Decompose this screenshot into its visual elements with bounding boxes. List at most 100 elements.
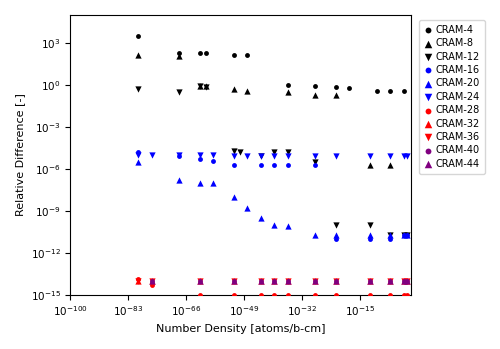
CRAM-40 [230,278,237,284]
CRAM-28 [403,292,411,298]
CRAM-28 [284,292,292,298]
CRAM-20 [209,180,217,186]
CRAM-16 [230,162,237,168]
CRAM-24 [257,154,265,159]
CRAM-24 [400,154,408,159]
CRAM-16 [196,156,203,162]
CRAM-16 [386,236,394,242]
CRAM-8 [230,87,237,92]
CRAM-20 [386,232,394,238]
CRAM-24 [134,152,142,158]
CRAM-40 [257,278,265,284]
CRAM-24 [312,154,320,159]
CRAM-4 [284,82,292,88]
CRAM-20 [403,232,411,238]
CRAM-44 [284,278,292,284]
CRAM-12 [366,222,374,228]
CRAM-44 [230,278,237,284]
CRAM-36 [134,278,142,284]
CRAM-28 [196,292,203,298]
CRAM-44 [366,278,374,284]
CRAM-12 [284,150,292,155]
CRAM-20 [243,206,251,211]
CRAM-28 [366,292,374,298]
CRAM-40 [284,278,292,284]
CRAM-44 [270,278,278,284]
CRAM-16 [175,154,183,159]
CRAM-36 [270,278,278,284]
CRAM-40 [366,278,374,284]
CRAM-4 [372,88,380,93]
CRAM-44 [403,278,411,284]
CRAM-4 [243,52,251,57]
CRAM-40 [332,278,340,284]
CRAM-40 [148,278,156,284]
CRAM-8 [243,88,251,93]
CRAM-28 [312,292,320,298]
CRAM-4 [230,52,237,57]
CRAM-12 [257,154,265,159]
CRAM-8 [366,162,374,168]
CRAM-8 [332,92,340,98]
CRAM-12 [386,232,394,238]
CRAM-4 [346,85,354,91]
CRAM-4 [175,50,183,55]
CRAM-36 [230,278,237,284]
CRAM-28 [332,292,340,298]
CRAM-32 [366,278,374,284]
CRAM-40 [403,278,411,284]
Legend: CRAM-4, CRAM-8, CRAM-12, CRAM-16, CRAM-20, CRAM-24, CRAM-28, CRAM-32, CRAM-36, C: CRAM-4, CRAM-8, CRAM-12, CRAM-16, CRAM-2… [419,20,484,173]
CRAM-44 [332,278,340,284]
CRAM-32 [400,278,408,284]
CRAM-16 [284,162,292,168]
CRAM-40 [312,278,320,284]
CRAM-12 [270,150,278,155]
CRAM-12 [202,84,210,90]
CRAM-36 [148,278,156,284]
CRAM-40 [196,278,203,284]
CRAM-12 [332,222,340,228]
CRAM-16 [270,162,278,168]
CRAM-36 [403,278,411,284]
CRAM-24 [196,152,203,158]
CRAM-12 [175,89,183,95]
CRAM-36 [332,278,340,284]
CRAM-28 [400,292,408,298]
CRAM-4 [134,34,142,39]
CRAM-28 [148,282,156,288]
CRAM-32 [332,278,340,284]
CRAM-20 [332,232,340,238]
CRAM-4 [202,50,210,55]
Y-axis label: Relative Difference [-]: Relative Difference [-] [15,94,25,216]
CRAM-16 [400,232,408,238]
CRAM-32 [196,278,203,284]
CRAM-20 [196,180,203,186]
CRAM-12 [230,148,237,154]
CRAM-16 [134,150,142,155]
CRAM-28 [386,292,394,298]
CRAM-28 [270,292,278,298]
CRAM-32 [284,278,292,284]
CRAM-40 [386,278,394,284]
CRAM-36 [196,278,203,284]
CRAM-24 [148,152,156,158]
CRAM-24 [230,154,237,159]
CRAM-44 [148,278,156,284]
CRAM-20 [134,159,142,165]
CRAM-20 [230,194,237,200]
CRAM-32 [257,278,265,284]
CRAM-36 [312,278,320,284]
CRAM-36 [284,278,292,284]
CRAM-20 [366,232,374,238]
CRAM-4 [312,83,320,89]
CRAM-4 [196,50,203,55]
CRAM-32 [230,278,237,284]
CRAM-32 [386,278,394,284]
CRAM-24 [332,154,340,159]
CRAM-40 [270,278,278,284]
CRAM-32 [312,278,320,284]
CRAM-16 [257,162,265,168]
CRAM-36 [257,278,265,284]
CRAM-24 [175,152,183,158]
CRAM-8 [175,53,183,59]
